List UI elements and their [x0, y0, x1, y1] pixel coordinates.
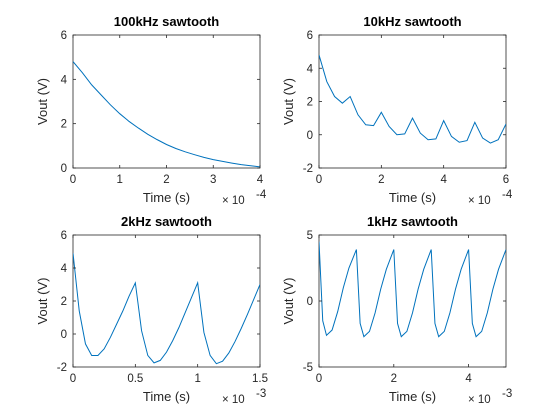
x-tick-label: 4: [440, 174, 447, 186]
axes-box: [318, 34, 507, 169]
chart-title: 100kHz sawtooth: [114, 14, 220, 29]
chart-title: 2kHz sawtooth: [121, 214, 212, 229]
chart-title: 10kHz sawtooth: [363, 14, 461, 29]
x-tick-label: 2: [391, 373, 397, 385]
x-tick-label: 3: [210, 174, 216, 186]
x-tick-label: 1: [194, 373, 200, 385]
x-tick-label: 2: [378, 174, 384, 186]
x-axis-label: Time (s): [389, 190, 436, 205]
y-tick-label: -2: [303, 163, 313, 175]
series-line-1: [319, 241, 506, 338]
y-tick-label: 0: [307, 130, 313, 142]
x-axis-multiplier: × 10: [468, 195, 491, 207]
y-tick-label: 2: [61, 296, 67, 308]
x-axis-multiplier: × 10: [468, 394, 491, 406]
x-axis-multiplier: × 10: [222, 195, 245, 207]
y-tick-label: 4: [61, 263, 68, 275]
x-axis-multiplier: × 10: [222, 394, 245, 406]
chart-title: 1kHz sawtooth: [367, 214, 458, 229]
x-axis-multiplier-exponent: -3: [502, 388, 512, 400]
x-tick-label: 0: [316, 373, 322, 385]
axes-box: [72, 34, 261, 169]
y-tick-label: 4: [61, 74, 68, 86]
y-tick-label: 6: [307, 30, 313, 42]
subplot-1: 0 1 2 3 4 0 2 4 6 100kHz sawtooth Time (s) Vout (V)…: [35, 14, 267, 207]
y-tick-label: -5: [303, 362, 313, 374]
x-axis-multiplier-exponent: -3: [256, 388, 266, 400]
x-tick-label: 6: [503, 174, 509, 186]
y-tick-label: 6: [61, 230, 67, 242]
y-tick-label: 0: [61, 163, 67, 175]
x-axis-multiplier-exponent: -4: [502, 189, 513, 201]
y-tick-label: 6: [61, 30, 67, 42]
x-axis-label: Time (s): [143, 190, 190, 205]
y-tick-label: 0: [307, 296, 313, 308]
y-tick-label: 2: [307, 97, 313, 109]
x-axis-label: Time (s): [389, 389, 436, 404]
x-tick-label: 0.5: [127, 373, 143, 385]
y-axis-label: Vout (V): [281, 78, 296, 125]
y-axis-label: Vout (V): [281, 278, 296, 325]
y-tick-label: 4: [307, 63, 314, 75]
y-tick-label: 5: [307, 230, 313, 242]
x-tick-label: 4: [465, 373, 472, 385]
y-tick-label: -2: [57, 362, 67, 374]
axes-box: [318, 234, 507, 368]
x-tick-label: 0: [70, 373, 76, 385]
x-axis-label: Time (s): [143, 389, 190, 404]
axes-box: [72, 234, 261, 368]
y-tick-label: 0: [61, 329, 67, 341]
x-tick-label: 1: [117, 174, 123, 186]
x-tick-label: 1.5: [252, 373, 268, 385]
y-axis-label: Vout (V): [35, 78, 50, 125]
series-line-1: [319, 54, 506, 144]
x-tick-label: 4: [257, 174, 264, 186]
y-axis-label: Vout (V): [35, 278, 50, 325]
series-line-1: [73, 253, 260, 365]
x-axis-multiplier-exponent: -4: [256, 189, 267, 201]
x-tick-label: 0: [316, 174, 322, 186]
series-line-1: [73, 61, 260, 168]
y-tick-label: 2: [61, 119, 67, 131]
x-tick-label: 2: [163, 174, 169, 186]
x-tick-label: 0: [70, 174, 76, 186]
